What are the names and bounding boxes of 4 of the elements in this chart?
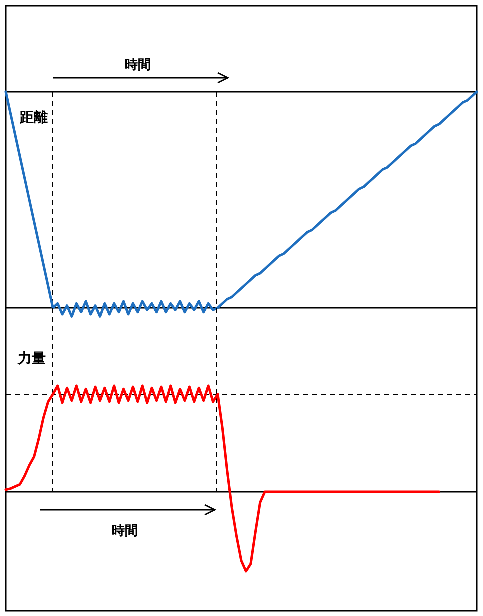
x-axis-title: 時間 [112,524,138,539]
x-axis-title: 時間 [125,58,151,73]
y-axis-title: 力量 [17,351,46,367]
y-axis-title: 距離 [19,110,48,126]
